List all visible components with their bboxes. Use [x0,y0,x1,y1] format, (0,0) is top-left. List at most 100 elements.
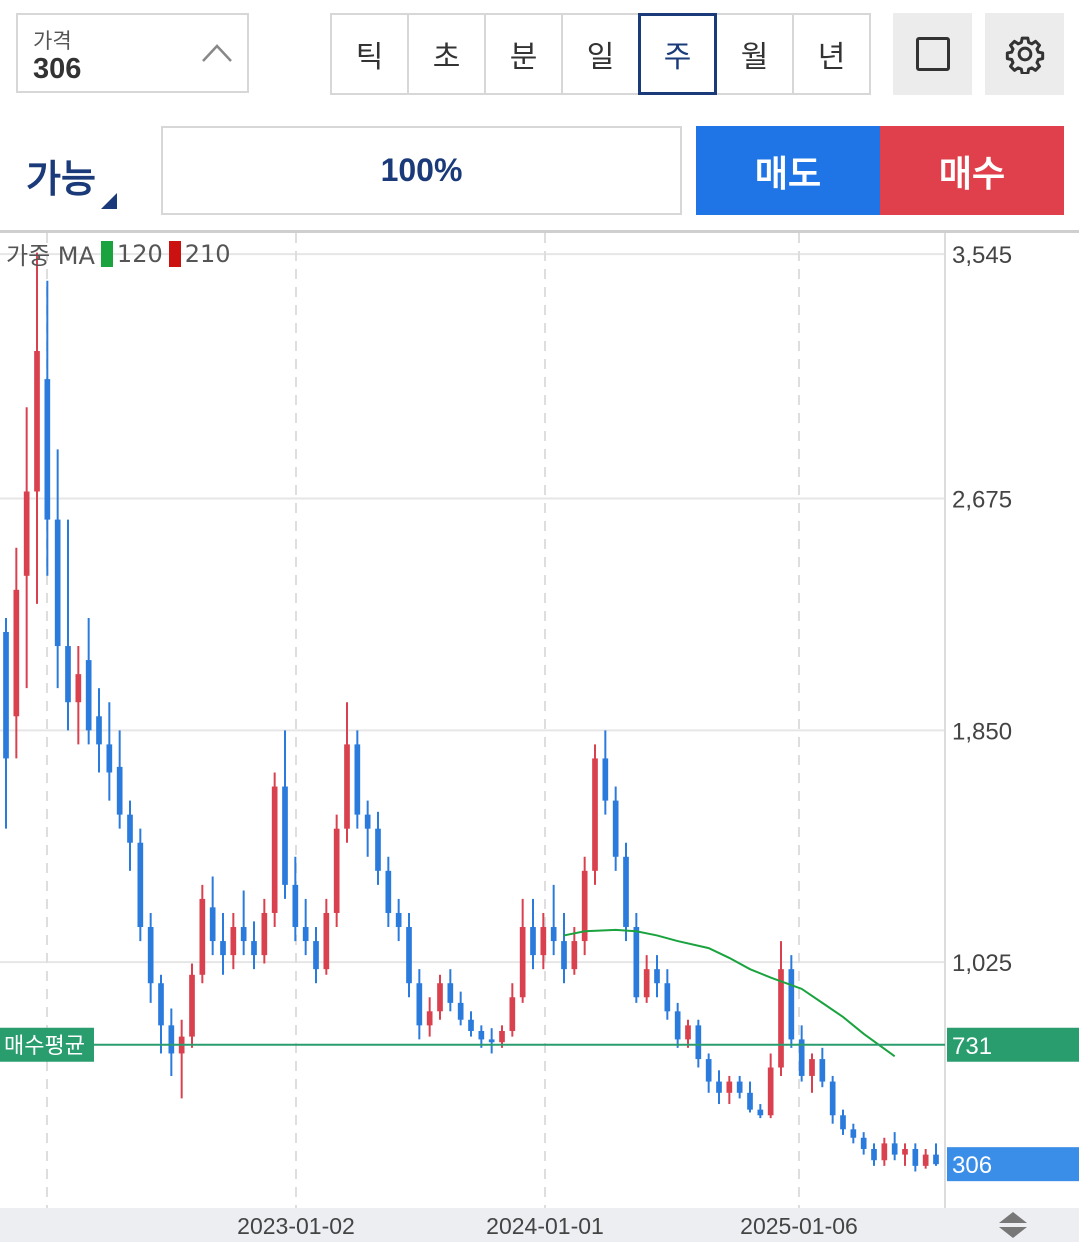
candle-body [375,828,381,871]
candle-body [499,1030,505,1043]
period-tab-month[interactable]: 월 [715,13,794,95]
square-icon [915,37,950,71]
candle-body [313,941,319,970]
available-label[interactable]: 가능 [26,157,96,201]
candle-body [788,969,795,1040]
ma-line [563,928,896,1058]
buy-button[interactable]: 매수 [880,126,1064,215]
candle-body [809,1059,815,1076]
candle-body [623,856,629,928]
candle-body [302,927,309,942]
candle-body [116,766,123,815]
candle-body [240,927,247,942]
x-tick-label: 2023-01-02 [237,1213,355,1239]
y-tick-label: 1,850 [952,718,1012,745]
candle-body [106,744,113,773]
x-axis-band [0,1208,1079,1242]
candle-body [654,969,660,984]
candle-body [902,1148,908,1155]
candle-body [478,1030,485,1040]
candle-body [189,974,195,1037]
sell-button[interactable]: 매도 [696,126,880,215]
x-tick-label: 2025-01-06 [740,1213,858,1239]
candle-body [602,758,609,801]
period-tab-year[interactable]: 년 [792,13,871,95]
candle-body [829,1081,836,1116]
candle-body [354,744,361,815]
avg-buy-value: 731 [952,1033,992,1060]
period-tab-second[interactable]: 초 [407,13,486,95]
candle-body [468,1019,474,1031]
candle-body [933,1154,939,1165]
candle-body [54,519,61,647]
candle-body [519,927,526,998]
candle-body [426,1011,433,1026]
settings-button[interactable] [985,13,1064,95]
candle-body [840,1115,846,1130]
legend-ma120: 120 [116,239,163,268]
candle-body [44,379,51,520]
legend-ma210: 210 [184,239,231,268]
candle-body [736,1081,743,1093]
candle-body [561,941,567,970]
candle-body [726,1081,733,1093]
y-tick-label: 2,675 [952,487,1012,514]
candle-body [437,983,443,1012]
candle-body [716,1081,722,1093]
candle-body [767,1067,774,1116]
x-tick-label: 2024-01-01 [486,1213,604,1239]
period-tab-tick[interactable]: 틱 [330,13,409,95]
legend-swatch-ma120 [100,240,113,267]
candle-body [96,716,102,745]
candle-body [230,927,237,956]
price-value: 306 [33,53,82,85]
chart-resize-icon[interactable] [997,1210,1029,1240]
candle-body [251,941,257,956]
candle-body [75,674,82,703]
candle-body [13,589,20,717]
period-tab-day[interactable]: 일 [561,13,640,95]
candle-body [664,983,671,1012]
candle-body [633,927,640,998]
period-tab-week[interactable]: 주 [638,13,717,95]
candle-body [922,1154,929,1166]
current-price-tag [947,1147,1079,1182]
candle-body [592,758,598,871]
candle-body [137,842,144,928]
candle-body [323,912,330,970]
candle-body [292,884,299,928]
chart-axis: 3,545 2,675 1,850 1,025 2023-01-02 2024-01-01… [0,242,1079,1242]
candle-body [395,912,402,928]
candle-body [85,660,92,731]
candle-body [695,1025,702,1060]
candle-body [220,941,226,956]
price-selector[interactable]: 가격 306 [16,13,249,93]
gear-icon [1005,36,1044,74]
candle-body [612,800,619,857]
price-label: 가격 [33,29,72,53]
candle-body [65,646,71,703]
candle-body [798,1039,805,1076]
legend-swatch-ma210 [168,240,181,267]
candle-body [209,907,216,942]
candle-body [34,351,40,492]
avg-buy-tag [0,1027,94,1062]
candle-body [550,927,557,942]
period-tabs: 틱 초 분 일 주 월 년 [330,13,871,95]
current-price-value: 306 [952,1152,992,1179]
price-chart[interactable]: 매수평균 731 306 3,545 2,675 1,850 1,025 2023-01-0… [0,233,1079,1242]
candle-body [416,983,423,1026]
expand-button[interactable] [893,13,972,95]
candle-body [912,1148,919,1166]
candle-body [199,898,206,975]
candle-body [871,1148,877,1161]
candle-body [685,1025,691,1040]
chart-legend: 가중 MA 120 210 [6,236,231,271]
candle-body [158,983,164,1026]
y-tick-label: 1,025 [952,950,1012,977]
quantity-percent-field[interactable]: 100% [161,126,682,215]
chart-overlays: 매수평균 731 306 [0,928,1079,1182]
avg-buy-label: 매수평균 [4,1034,85,1059]
candle-body [261,912,268,956]
period-tab-minute[interactable]: 분 [484,13,563,95]
